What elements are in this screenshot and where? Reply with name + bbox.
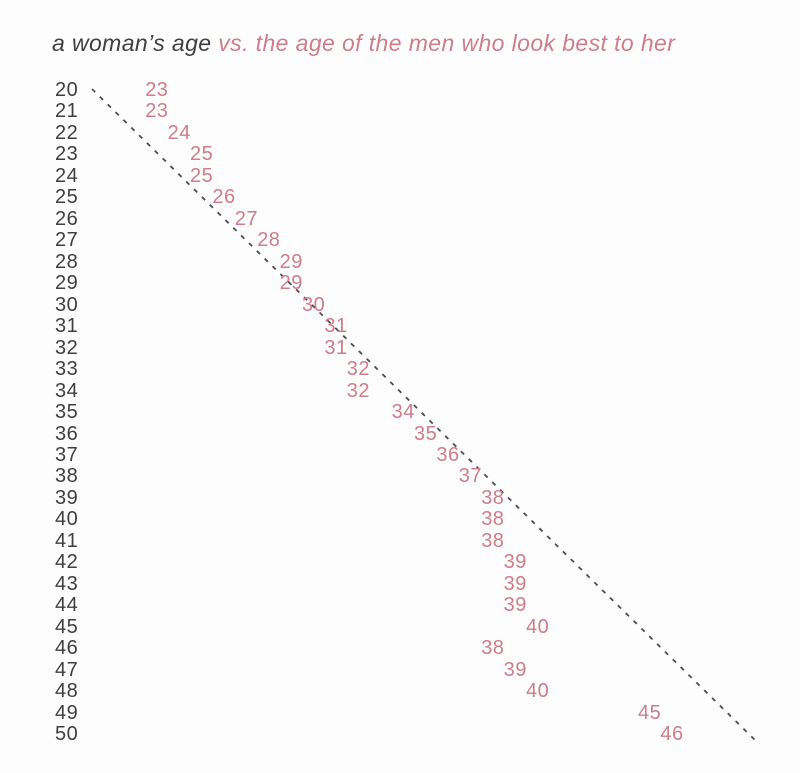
data-point-best-age: 39 [503, 594, 527, 617]
data-point-best-age: 45 [638, 701, 662, 724]
data-point-best-age: 24 [167, 121, 191, 144]
data-point-best-age: 38 [481, 486, 505, 509]
y-axis-label-woman-age: 41 [55, 529, 79, 552]
y-axis-label-woman-age: 30 [55, 293, 79, 316]
y-axis-label-woman-age: 48 [55, 680, 79, 703]
data-point-best-age: 36 [436, 443, 460, 466]
y-axis-label-woman-age: 45 [55, 615, 79, 638]
data-point-best-age: 26 [212, 186, 236, 209]
chart-title-primary: a woman’s age [52, 30, 219, 56]
data-point-best-age: 34 [391, 401, 415, 424]
y-axis-label-woman-age: 25 [55, 186, 79, 209]
y-axis-label-woman-age: 24 [55, 164, 79, 187]
data-point-best-age: 38 [481, 508, 505, 531]
data-point-best-age: 30 [302, 293, 326, 316]
data-point-best-age: 31 [324, 336, 348, 359]
data-point-best-age: 29 [279, 272, 303, 295]
data-point-best-age: 39 [503, 572, 527, 595]
data-point-best-age: 23 [145, 79, 169, 101]
y-axis-label-woman-age: 47 [55, 658, 79, 681]
data-point-best-age: 35 [414, 422, 438, 445]
y-axis-label-woman-age: 33 [55, 358, 79, 381]
y-axis-label-woman-age: 43 [55, 572, 79, 595]
y-axis-label-woman-age: 22 [55, 121, 79, 144]
y-axis-label-woman-age: 32 [55, 336, 79, 359]
y-axis-label-woman-age: 23 [55, 143, 79, 166]
data-point-best-age: 40 [526, 615, 550, 638]
data-point-best-age: 32 [346, 358, 371, 381]
data-point-best-age: 40 [526, 680, 550, 703]
data-point-best-age: 25 [190, 143, 214, 166]
data-point-best-age: 38 [481, 637, 505, 660]
y-axis-label-woman-age: 49 [55, 701, 79, 724]
data-point-best-age: 31 [324, 315, 348, 338]
data-point-best-age: 23 [145, 100, 169, 123]
data-point-best-age: 32 [346, 379, 371, 402]
y-axis-label-woman-age: 31 [55, 315, 79, 338]
y-axis-label-woman-age: 46 [55, 637, 79, 660]
y-axis-label-woman-age: 26 [55, 207, 79, 230]
y-axis-label-woman-age: 42 [55, 551, 79, 574]
chart-title-accent: vs. the age of the men who look best to … [218, 30, 676, 56]
data-point-best-age: 37 [458, 465, 483, 488]
data-point-best-age: 46 [660, 723, 684, 746]
data-point-best-age: 25 [190, 164, 214, 187]
data-point-best-age: 27 [234, 207, 259, 230]
y-axis-label-woman-age: 38 [55, 465, 79, 488]
y-axis-label-woman-age: 50 [55, 723, 79, 746]
y-axis-label-woman-age: 37 [55, 443, 79, 466]
y-axis-label-woman-age: 39 [55, 486, 79, 509]
y-axis-label-woman-age: 21 [55, 100, 79, 123]
y-axis-label-woman-age: 35 [55, 401, 79, 424]
y-axis-label-woman-age: 34 [55, 379, 79, 402]
data-point-best-age: 39 [503, 551, 527, 574]
data-point-best-age: 39 [503, 658, 527, 681]
y-axis-label-woman-age: 27 [55, 229, 79, 252]
chart-title: a woman’s age vs. the age of the men who… [52, 30, 675, 57]
y-axis-label-woman-age: 40 [55, 508, 79, 531]
data-point-best-age: 38 [481, 529, 505, 552]
y-axis-label-woman-age: 44 [55, 594, 79, 617]
y-axis-label-woman-age: 36 [55, 422, 79, 445]
y-axis-label-woman-age: 20 [55, 79, 79, 101]
y-axis-label-woman-age: 28 [55, 250, 79, 273]
data-point-best-age: 29 [279, 250, 303, 273]
y-axis-label-woman-age: 29 [55, 272, 79, 295]
data-point-best-age: 28 [257, 229, 281, 252]
